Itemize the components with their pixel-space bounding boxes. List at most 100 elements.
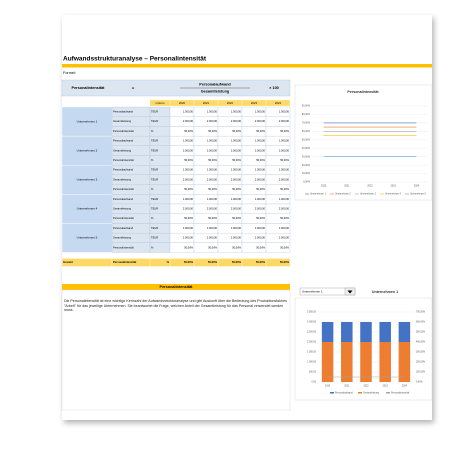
cell-text: TEUR — [151, 139, 158, 143]
title-bar — [62, 64, 432, 68]
cell-text: TEUR — [151, 168, 158, 172]
cell-text: 50,00% — [280, 158, 289, 162]
y2-tick-label: 600,00% — [416, 322, 425, 324]
y2-tick-label: 200,00% — [416, 362, 425, 364]
formula-denominator: Gesamtleistung — [201, 90, 230, 94]
cell-text: 50,00% — [232, 216, 241, 220]
bar-segment — [379, 342, 391, 382]
cell-text: 2.000,00 — [279, 148, 290, 152]
total-text: 50,00% — [232, 260, 242, 264]
x-tick-label: 2023 — [391, 185, 397, 188]
y-tick-label: 80,00% — [302, 113, 311, 116]
cell-text: 50,00% — [280, 216, 289, 220]
total-text: 50,00% — [184, 260, 194, 264]
cell-text: % — [151, 216, 154, 220]
y-tick-label: 40,00% — [302, 147, 311, 150]
bar-segment — [321, 342, 334, 382]
chart-title: Personalintensität — [347, 90, 379, 94]
y-tick-label: 90,00% — [302, 105, 311, 108]
y-tick-label: 10,00% — [302, 172, 311, 175]
cell-text: 1.000,00 — [207, 168, 218, 172]
cell-text: 50,00% — [256, 129, 265, 133]
cell-text: 2.000,00 — [207, 119, 218, 123]
cell — [265, 242, 291, 253]
x-tick-label: 2022 — [367, 185, 373, 188]
cell-text: 2.000,00 — [207, 177, 218, 181]
paragraph: Die Personalintensität ist eine wichtige… — [64, 299, 287, 313]
formula-lhs: Personalintensität — [72, 86, 106, 90]
cell-text: 50,00% — [256, 187, 265, 191]
y2-tick-label: 0,00% — [416, 382, 423, 384]
cell-text: Personalaufwand — [113, 168, 134, 172]
cell-text: 50,00% — [208, 245, 217, 249]
legend-label: Unternehmen 1 — [310, 193, 327, 196]
cell-text: 1.000,00 — [183, 139, 194, 143]
cell-text: 50,00% — [232, 158, 241, 162]
formula-eq: = — [132, 85, 135, 90]
header-text: 2024 — [275, 101, 282, 105]
y-tick-label: 30,00% — [302, 155, 311, 158]
cell-text: 1.000,00 — [255, 110, 266, 114]
formula-label: Formel: — [63, 71, 76, 75]
legend-swatch — [386, 392, 390, 394]
x-tick-label: 2024 — [402, 386, 408, 388]
cell-text: 2.000,00 — [231, 207, 242, 211]
cell-text: 1.000,00 — [231, 168, 242, 172]
x-tick-label: 2020 — [321, 185, 327, 188]
header-cell — [265, 99, 291, 107]
group-name: Unternehmen 3 — [77, 178, 98, 182]
cell-text: 50,00% — [208, 187, 217, 191]
total-text: % — [167, 260, 170, 264]
cell-text: 50,00% — [280, 187, 289, 191]
cell-text: 50,00% — [208, 216, 217, 220]
cell-text: TEUR — [151, 148, 158, 152]
cell-text: 2.000,00 — [183, 177, 194, 181]
legend-label: Unternehmen 2 — [335, 193, 352, 196]
cell-text: 1.000,00 — [255, 197, 266, 201]
y2-tick-label: 500,00% — [416, 332, 425, 334]
cell-text: 2.000,00 — [183, 207, 194, 211]
group-name: Unternehmen 2 — [77, 148, 98, 152]
bar-segment — [398, 322, 411, 342]
y-tick-label: 3.500,00 — [307, 312, 317, 314]
cell-text: 1.000,00 — [207, 226, 218, 230]
cell-text: 2.000,00 — [279, 236, 290, 240]
cell-text: Personalintensität — [113, 129, 134, 133]
header-text: 2021 — [203, 101, 210, 105]
bar-segment — [321, 322, 334, 342]
bar-segment — [341, 342, 353, 382]
legend-label: Unternehmen 3 — [360, 193, 377, 196]
cell-text: 50,00% — [184, 158, 193, 162]
cell-text: 1.000,00 — [207, 110, 218, 114]
cell-text: Personalintensität — [113, 187, 134, 191]
dropdown-value[interactable]: Unternehmen 1 — [302, 289, 323, 293]
cell-text: 2.000,00 — [255, 119, 266, 123]
y-tick-label: 500,00 — [309, 372, 317, 374]
cell-text: Personalaufwand — [113, 226, 134, 230]
cell-text: TEUR — [151, 119, 158, 123]
cell-text: 2.000,00 — [183, 148, 194, 152]
cell-text: 1.000,00 — [255, 168, 266, 172]
title: Aufwandsstrukturanalyse – Personalintens… — [63, 56, 207, 63]
cell-text: 2.000,00 — [231, 148, 242, 152]
cell-text: Gesamtleistung — [113, 119, 132, 123]
group-cell — [61, 223, 113, 253]
cell-text: 1.000,00 — [183, 226, 194, 230]
group-cell — [61, 164, 113, 195]
y-tick-label: 50,00% — [302, 138, 311, 141]
y-tick-label: 1.500,00 — [307, 352, 317, 354]
y-tick-label: 20,00% — [302, 164, 311, 167]
cell-text: 1.000,00 — [207, 197, 218, 201]
cell-text: Personalintensität — [113, 245, 134, 249]
legend-label: Unternehmen 4 — [385, 193, 402, 196]
cell-text: TEUR — [151, 207, 158, 211]
cell-text: TEUR — [151, 236, 158, 240]
cell-text: 2.000,00 — [279, 119, 290, 123]
total-text: 50,00% — [280, 260, 290, 264]
cell-text: 50,00% — [184, 129, 193, 133]
cell-text: 1.000,00 — [231, 139, 242, 143]
cell-text: 1.000,00 — [255, 226, 266, 230]
bar-segment — [360, 342, 372, 382]
formula-box — [61, 79, 291, 97]
